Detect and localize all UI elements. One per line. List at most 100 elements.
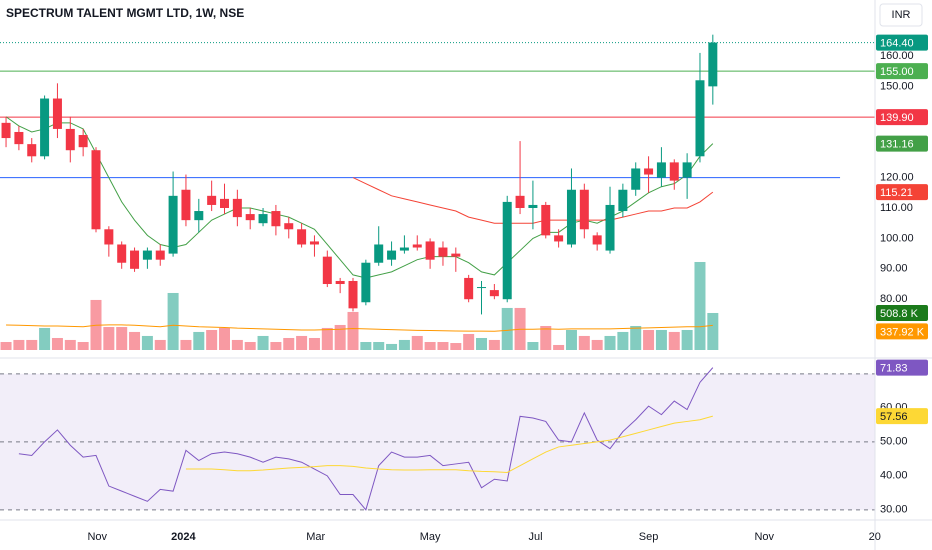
currency-box[interactable]	[879, 3, 923, 27]
candle-body	[78, 135, 88, 148]
volume-bar	[270, 341, 282, 350]
volume-bar	[655, 329, 667, 350]
candle-body	[374, 244, 384, 263]
volume-bar	[476, 337, 488, 350]
candle-body	[14, 131, 24, 145]
volume-bar	[167, 292, 179, 350]
candle-body	[297, 229, 307, 245]
volume-bar	[553, 344, 565, 350]
candle-body	[682, 162, 692, 178]
ma-line	[5, 116, 714, 279]
rsi-badge	[876, 408, 928, 425]
volume-bar	[219, 327, 231, 350]
y-tick-label: 110.00	[880, 202, 913, 214]
volume-badge	[876, 304, 928, 321]
y-tick-label: 90.00	[880, 263, 908, 275]
currency[interactable]: INR	[892, 9, 911, 21]
volume-bar	[257, 335, 269, 350]
ma-badge-label: 115.21	[880, 187, 913, 199]
volume-bar	[51, 337, 63, 350]
volume-bar	[630, 325, 642, 350]
candle-body	[168, 195, 178, 254]
volume-bar	[26, 339, 38, 350]
candle-body	[464, 277, 474, 300]
y-tick-label: 120.00	[880, 171, 914, 183]
candle-body	[489, 290, 499, 297]
candle-body	[477, 287, 487, 289]
x-tick-label: Jul	[528, 531, 542, 543]
volume-bar	[129, 331, 141, 350]
candle-body	[65, 128, 75, 151]
candle-body	[528, 204, 538, 208]
volume-bar	[411, 335, 423, 350]
volume-bar	[360, 341, 372, 350]
volume-bar	[39, 327, 51, 350]
candle-body	[656, 162, 666, 178]
x-tick-label: Mar	[306, 531, 325, 543]
candle-body	[618, 189, 628, 212]
candle-body	[605, 204, 615, 251]
ma-badge	[876, 184, 928, 201]
volume-bar	[694, 261, 706, 350]
level-badge	[876, 34, 928, 51]
volume-bar	[64, 339, 76, 350]
volume-bar	[141, 335, 153, 350]
candle-body	[566, 189, 576, 245]
volume-bar	[501, 307, 513, 350]
candle-body	[644, 168, 654, 175]
volume-bar	[334, 324, 346, 350]
level-badge-label: 155.00	[880, 66, 914, 78]
level-badge	[876, 109, 928, 126]
y-tick-label: 80.00	[880, 293, 908, 305]
x-tick-label: 2024	[171, 531, 196, 543]
candle-body	[40, 98, 50, 157]
candle-body	[541, 204, 551, 236]
candle-body	[515, 195, 525, 208]
rsi-badge-label: 71.83	[880, 363, 908, 375]
candle-body	[425, 241, 435, 260]
level-badge	[876, 63, 928, 80]
level-badge-label: 164.40	[880, 37, 914, 49]
plot-layer	[0, 34, 875, 511]
candle-body	[412, 244, 422, 248]
volume-bar	[231, 339, 243, 350]
candle-body	[220, 198, 230, 208]
volume-bar	[0, 341, 12, 350]
candle-body	[669, 162, 679, 181]
candle-body	[631, 168, 641, 190]
candle-body	[451, 253, 461, 257]
candle-body	[27, 144, 37, 157]
volume-ma-badge-label: 337.92 K	[880, 326, 925, 338]
candle-body	[104, 229, 114, 245]
rsi-badge	[876, 359, 928, 376]
candle-body	[117, 244, 127, 263]
volume-bar	[540, 325, 552, 350]
candle-body	[502, 201, 512, 300]
volume-bar	[193, 331, 205, 350]
y-tick-label: 50.00	[880, 436, 908, 448]
volume-bar	[681, 329, 693, 350]
candle-body	[322, 256, 332, 285]
candle-body	[399, 247, 409, 251]
volume-bar	[398, 339, 410, 350]
candle-body	[309, 241, 319, 245]
y-tick-label: 100.00	[880, 232, 914, 244]
volume-bar	[617, 331, 629, 350]
volume-bar	[527, 341, 539, 350]
volume-bar	[386, 343, 398, 350]
volume-bar	[437, 341, 449, 350]
candle-body	[258, 214, 268, 224]
volume-bar	[244, 341, 256, 350]
candle-body	[271, 211, 281, 227]
volume-bar	[103, 327, 115, 350]
candle-body	[232, 198, 242, 218]
candle-body	[207, 195, 217, 205]
rsi-badge-label: 57.56	[880, 411, 908, 423]
candle-body	[438, 247, 448, 257]
candle-body	[245, 214, 255, 221]
y-tick-label: 160.00	[880, 50, 914, 62]
candle-body	[181, 189, 191, 221]
y-tick-label: 40.00	[880, 470, 908, 482]
